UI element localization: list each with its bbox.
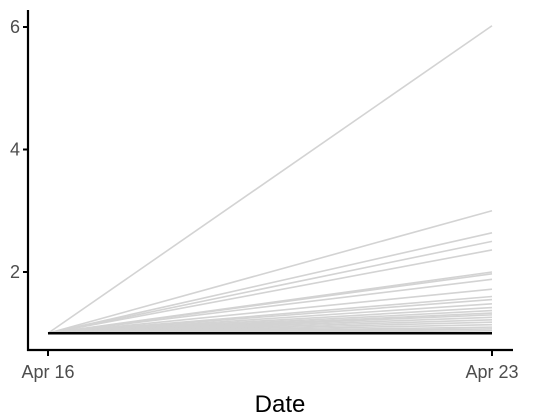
y-tick-label-6: 6 (10, 17, 20, 37)
x-axis-title: Date (255, 391, 306, 418)
x-axis-ticks: Apr 16 Apr 23 (21, 350, 519, 382)
series-line-3 (47, 232, 493, 335)
series-line-8 (47, 278, 493, 335)
x-tick-label-2: Apr 23 (465, 362, 518, 382)
x-tick-label-1: Apr 16 (21, 362, 74, 382)
series-line-1 (47, 25, 493, 334)
series-line-4 (47, 240, 493, 335)
series-layer (47, 25, 493, 335)
series-line-2 (47, 209, 493, 335)
y-tick-label-4: 4 (10, 140, 20, 160)
y-tick-label-2: 2 (10, 262, 20, 282)
axes (26, 10, 513, 352)
series-line-5 (47, 249, 493, 335)
series-line-7 (47, 273, 493, 335)
y-axis-ticks: 2 4 6 (10, 17, 28, 282)
series-line-9 (47, 288, 493, 335)
